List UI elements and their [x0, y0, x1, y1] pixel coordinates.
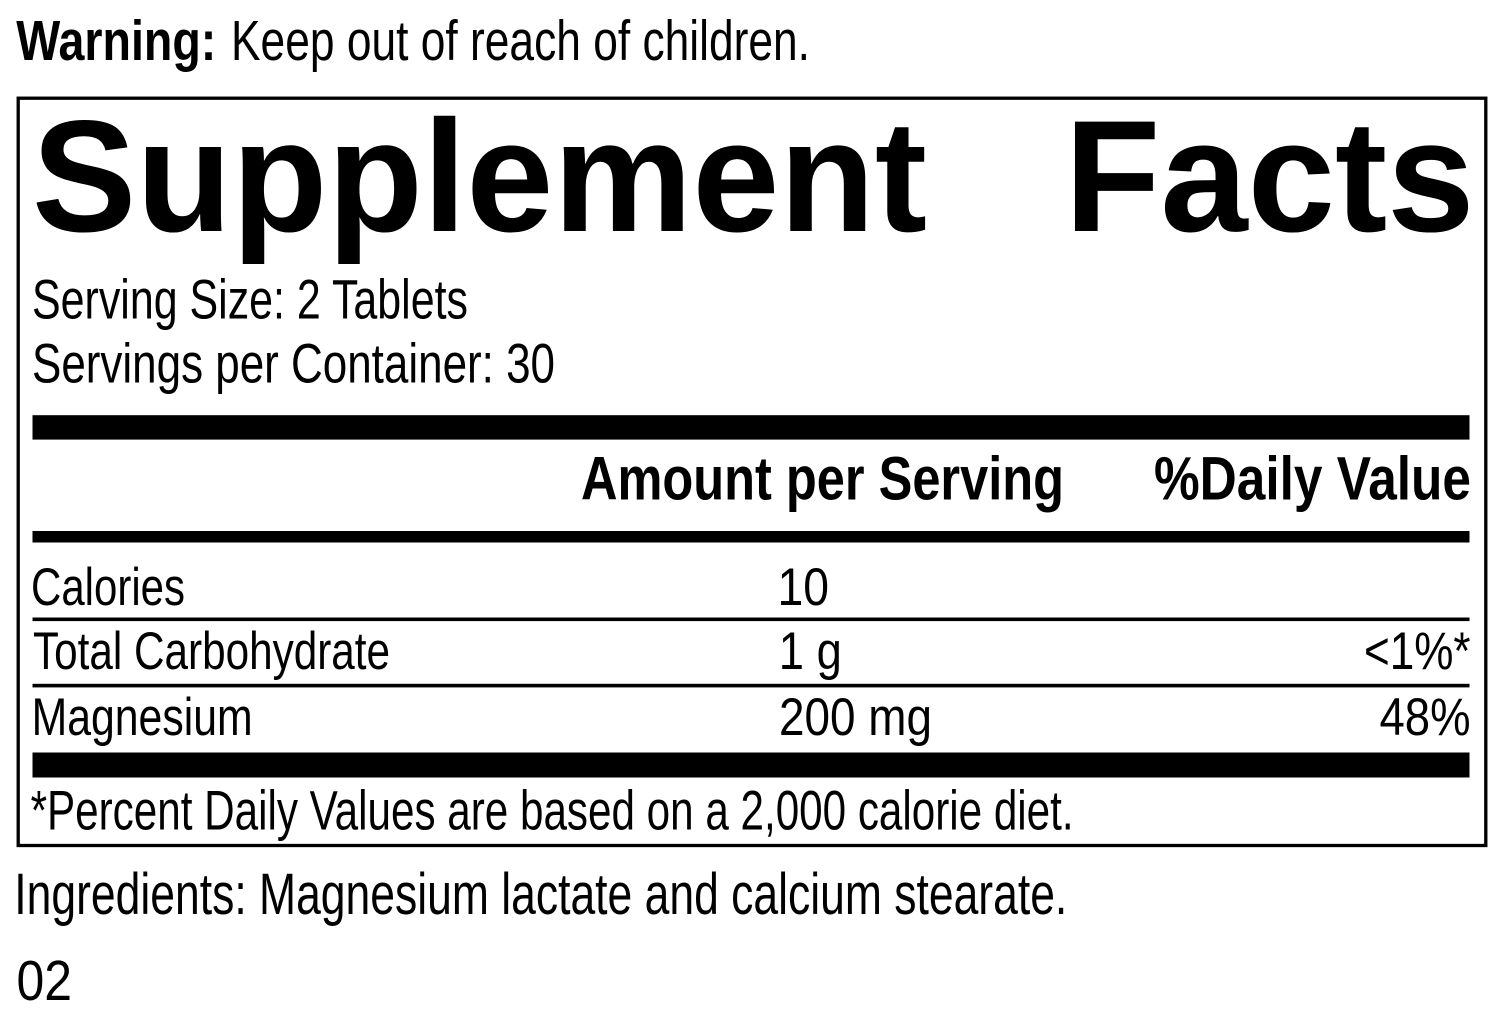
svg-text:Ingredients: Magnesium lactate: Ingredients: Magnesium lactate and calci…: [14, 862, 1067, 927]
svg-text:10: 10: [778, 558, 830, 617]
svg-text:Amount per Serving: Amount per Serving: [581, 445, 1064, 513]
svg-text:Supplement: Supplement: [32, 87, 927, 265]
svg-text:<1%*: <1%*: [1364, 622, 1471, 681]
svg-text:Total Carbohydrate: Total Carbohydrate: [33, 622, 390, 681]
svg-text:%Daily Value: %Daily Value: [1154, 445, 1471, 513]
svg-text:*Percent Daily Values are base: *Percent Daily Values are based on a 2,0…: [31, 779, 1074, 842]
svg-text:1 g: 1 g: [779, 622, 842, 681]
svg-text:48%: 48%: [1380, 688, 1471, 747]
svg-text:Facts: Facts: [1065, 87, 1475, 265]
svg-text:Calories: Calories: [31, 558, 185, 617]
svg-text:Warning:: Warning:: [16, 9, 216, 73]
svg-text:Magnesium: Magnesium: [32, 688, 253, 747]
svg-text:02: 02: [17, 949, 73, 1013]
svg-text:Serving Size: 2 Tablets: Serving Size: 2 Tablets: [32, 268, 468, 331]
svg-text:Keep out of reach of children.: Keep out of reach of children.: [231, 9, 810, 73]
svg-text:200 mg: 200 mg: [779, 688, 932, 747]
svg-text:Servings per Container: 30: Servings per Container: 30: [32, 332, 555, 395]
